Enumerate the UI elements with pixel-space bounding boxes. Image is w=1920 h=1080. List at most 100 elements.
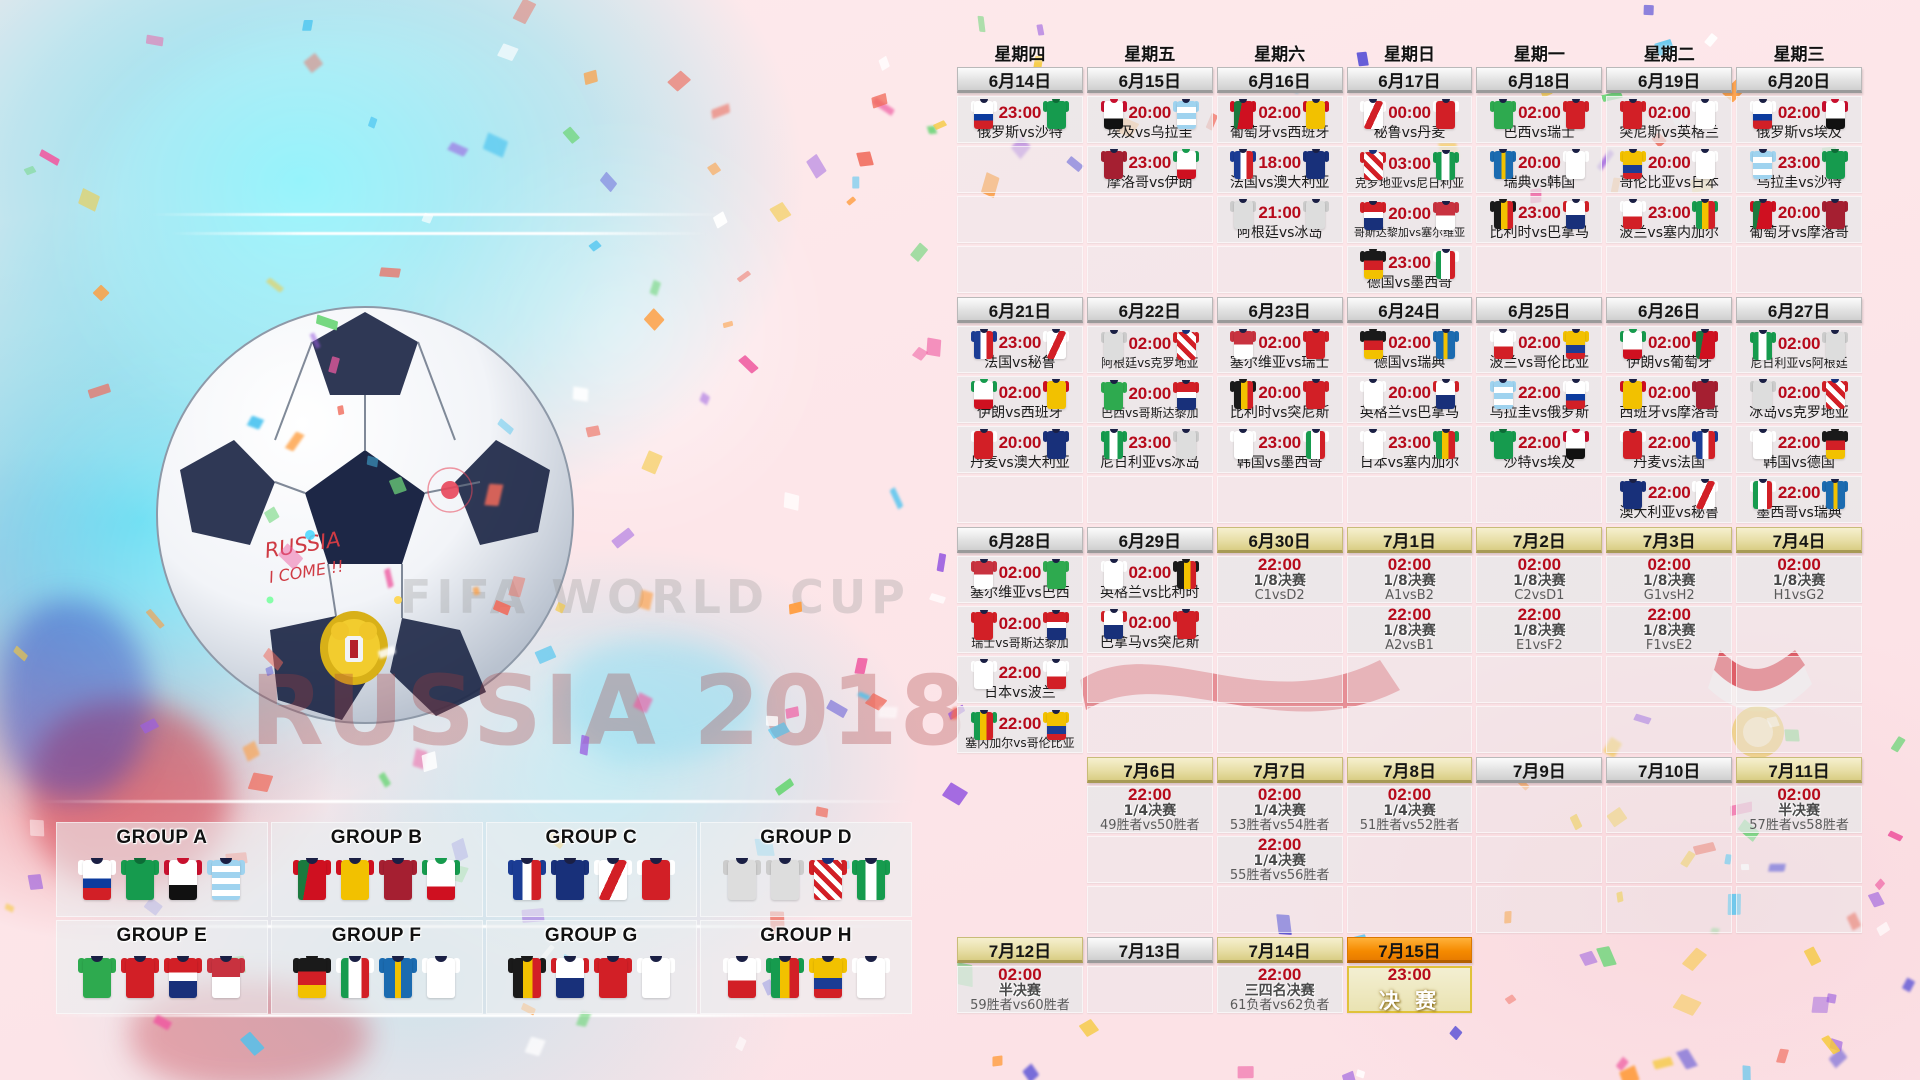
date-header[interactable]: 6月21日 bbox=[957, 297, 1083, 323]
knockout-match-cell[interactable]: 22:00 三四名决赛 61负者vs62负者 bbox=[1216, 965, 1343, 1013]
knockout-match-cell[interactable] bbox=[1086, 966, 1213, 1013]
knockout-match-cell[interactable]: 02:00 1/4决赛 51胜者vs52胜者 bbox=[1346, 785, 1473, 833]
match-cell[interactable]: 02:00 英格兰vs比利时 bbox=[1086, 556, 1213, 603]
match-cell[interactable]: 02:00 瑞士vs哥斯达黎加 bbox=[957, 606, 1083, 653]
match-cell[interactable]: 02:00 冰岛vs克罗地亚 bbox=[1736, 376, 1862, 423]
match-cell[interactable]: 20:00 哥斯达黎加vs塞尔维亚 bbox=[1346, 196, 1473, 243]
date-header[interactable]: 7月11日 bbox=[1736, 757, 1862, 783]
date-header[interactable]: 6月29日 bbox=[1086, 527, 1213, 553]
final-match-cell[interactable]: 23:00 决 赛 bbox=[1346, 965, 1473, 1013]
date-header[interactable]: 7月10日 bbox=[1606, 757, 1733, 783]
match-cell[interactable]: 02:00 西班牙vs摩洛哥 bbox=[1606, 376, 1733, 423]
group-card-group-f[interactable]: GROUP F bbox=[270, 919, 483, 1014]
knockout-match-cell[interactable]: 22:00 1/4决赛 55胜者vs56胜者 bbox=[1216, 835, 1343, 883]
date-header[interactable]: 6月26日 bbox=[1606, 297, 1733, 323]
date-header[interactable]: 6月15日 bbox=[1086, 67, 1213, 93]
match-cell[interactable]: 22:00 墨西哥vs瑞典 bbox=[1736, 476, 1862, 523]
match-cell[interactable]: 23:00 日本vs塞内加尔 bbox=[1346, 426, 1473, 473]
date-header[interactable]: 6月24日 bbox=[1346, 297, 1473, 323]
knockout-match-cell[interactable]: 02:00 1/8决赛 H1vsG2 bbox=[1736, 555, 1862, 603]
date-header[interactable]: 6月27日 bbox=[1736, 297, 1862, 323]
date-header[interactable]: 6月22日 bbox=[1086, 297, 1213, 323]
group-card-group-a[interactable]: GROUP A bbox=[56, 822, 268, 917]
match-cell[interactable]: 03:00 克罗地亚vs尼日利亚 bbox=[1346, 146, 1473, 193]
group-card-group-b[interactable]: GROUP B bbox=[270, 822, 483, 917]
match-cell[interactable]: 23:00 波兰vs塞内加尔 bbox=[1606, 196, 1733, 243]
date-header[interactable]: 6月19日 bbox=[1606, 67, 1733, 93]
date-header[interactable]: 7月12日 bbox=[957, 937, 1083, 963]
date-header[interactable]: 7月15日 bbox=[1346, 937, 1473, 963]
match-cell[interactable]: 21:00 阿根廷vs冰岛 bbox=[1216, 196, 1343, 243]
match-cell[interactable]: 22:00 塞内加尔vs哥伦比亚 bbox=[957, 706, 1083, 753]
date-header[interactable]: 6月30日 bbox=[1216, 527, 1343, 553]
match-cell[interactable]: 02:00 突尼斯vs英格兰 bbox=[1606, 96, 1733, 143]
date-header[interactable]: 7月4日 bbox=[1736, 527, 1862, 553]
match-cell[interactable]: 20:00 巴西vs哥斯达黎加 bbox=[1086, 376, 1213, 423]
knockout-match-cell[interactable]: 02:00 1/8决赛 G1vsH2 bbox=[1606, 555, 1733, 603]
date-header[interactable]: 6月18日 bbox=[1476, 67, 1603, 93]
match-cell[interactable]: 22:00 丹麦vs法国 bbox=[1606, 426, 1733, 473]
date-header[interactable]: 7月7日 bbox=[1216, 757, 1343, 783]
date-header[interactable]: 7月3日 bbox=[1606, 527, 1733, 553]
knockout-match-cell[interactable]: 02:00 半决赛 59胜者vs60胜者 bbox=[957, 965, 1083, 1013]
match-cell[interactable]: 20:00 瑞典vs韩国 bbox=[1476, 146, 1603, 193]
match-cell[interactable]: 22:00 日本vs波兰 bbox=[957, 656, 1083, 703]
match-cell[interactable]: 23:00 德国vs墨西哥 bbox=[1346, 246, 1473, 293]
date-header[interactable]: 6月28日 bbox=[957, 527, 1083, 553]
date-header[interactable]: 6月25日 bbox=[1476, 297, 1603, 323]
match-cell[interactable]: 22:00 澳大利亚vs秘鲁 bbox=[1606, 476, 1733, 523]
match-cell[interactable]: 02:00 葡萄牙vs西班牙 bbox=[1216, 96, 1343, 143]
match-cell[interactable]: 02:00 巴西vs瑞士 bbox=[1476, 96, 1603, 143]
match-cell[interactable]: 02:00 波兰vs哥伦比亚 bbox=[1476, 326, 1603, 373]
knockout-match-cell[interactable]: 22:00 1/8决赛 E1vsF2 bbox=[1476, 605, 1603, 653]
group-card-group-d[interactable]: GROUP D bbox=[700, 822, 912, 917]
date-header[interactable]: 7月14日 bbox=[1216, 937, 1343, 963]
match-cell[interactable]: 20:00 埃及vs乌拉圭 bbox=[1086, 96, 1213, 143]
match-cell[interactable]: 02:00 巴拿马vs突尼斯 bbox=[1086, 606, 1213, 653]
match-cell[interactable]: 02:00 塞尔维亚vs巴西 bbox=[957, 556, 1083, 603]
knockout-match-cell[interactable]: 22:00 1/8决赛 C1vsD2 bbox=[1216, 555, 1343, 603]
date-header[interactable]: 7月13日 bbox=[1086, 937, 1213, 963]
knockout-match-cell[interactable]: 22:00 1/8决赛 F1vsE2 bbox=[1606, 605, 1733, 653]
match-cell[interactable]: 23:00 乌拉圭vs沙特 bbox=[1736, 146, 1862, 193]
match-cell[interactable]: 00:00 秘鲁vs丹麦 bbox=[1346, 96, 1473, 143]
knockout-match-cell[interactable]: 02:00 1/4决赛 53胜者vs54胜者 bbox=[1216, 785, 1343, 833]
match-cell[interactable]: 23:00 摩洛哥vs伊朗 bbox=[1086, 146, 1213, 193]
date-header[interactable]: 6月17日 bbox=[1346, 67, 1473, 93]
date-header[interactable]: 7月1日 bbox=[1346, 527, 1473, 553]
match-cell[interactable]: 02:00 德国vs瑞典 bbox=[1346, 326, 1473, 373]
match-cell[interactable]: 02:00 伊朗vs葡萄牙 bbox=[1606, 326, 1733, 373]
match-cell[interactable]: 20:00 英格兰vs巴拿马 bbox=[1346, 376, 1473, 423]
match-cell[interactable]: 23:00 韩国vs墨西哥 bbox=[1216, 426, 1343, 473]
knockout-match-cell[interactable]: 02:00 半决赛 57胜者vs58胜者 bbox=[1736, 785, 1862, 833]
match-cell[interactable]: 02:00 塞尔维亚vs瑞士 bbox=[1216, 326, 1343, 373]
date-header[interactable]: 7月8日 bbox=[1346, 757, 1473, 783]
match-cell[interactable]: 02:00 俄罗斯vs埃及 bbox=[1736, 96, 1862, 143]
knockout-match-cell[interactable]: 22:00 1/4决赛 49胜者vs50胜者 bbox=[1086, 785, 1213, 833]
date-header[interactable]: 6月14日 bbox=[957, 67, 1083, 93]
match-cell[interactable]: 22:00 乌拉圭vs俄罗斯 bbox=[1476, 376, 1603, 423]
group-card-group-h[interactable]: GROUP H bbox=[700, 919, 912, 1014]
group-card-group-e[interactable]: GROUP E bbox=[56, 919, 268, 1014]
knockout-match-cell[interactable]: 02:00 1/8决赛 A1vsB2 bbox=[1346, 555, 1473, 603]
match-cell[interactable]: 23:00 法国vs秘鲁 bbox=[957, 326, 1083, 373]
match-cell[interactable]: 02:00 阿根廷vs克罗地亚 bbox=[1086, 326, 1213, 373]
match-cell[interactable]: 20:00 葡萄牙vs摩洛哥 bbox=[1736, 196, 1862, 243]
group-card-group-c[interactable]: GROUP C bbox=[485, 822, 698, 917]
match-cell[interactable]: 23:00 比利时vs巴拿马 bbox=[1476, 196, 1603, 243]
match-cell[interactable]: 18:00 法国vs澳大利亚 bbox=[1216, 146, 1343, 193]
knockout-match-cell[interactable]: 02:00 1/8决赛 C2vsD1 bbox=[1476, 555, 1603, 603]
group-card-group-g[interactable]: GROUP G bbox=[485, 919, 698, 1014]
date-header[interactable]: 6月16日 bbox=[1216, 67, 1343, 93]
match-cell[interactable]: 20:00 比利时vs突尼斯 bbox=[1216, 376, 1343, 423]
date-header[interactable]: 7月2日 bbox=[1476, 527, 1603, 553]
match-cell[interactable]: 02:00 伊朗vs西班牙 bbox=[957, 376, 1083, 423]
date-header[interactable]: 7月9日 bbox=[1476, 757, 1603, 783]
match-cell[interactable]: 20:00 丹麦vs澳大利亚 bbox=[957, 426, 1083, 473]
date-header[interactable]: 6月20日 bbox=[1736, 67, 1862, 93]
match-cell[interactable]: 20:00 哥伦比亚vs日本 bbox=[1606, 146, 1733, 193]
match-cell[interactable]: 22:00 沙特vs埃及 bbox=[1476, 426, 1603, 473]
match-cell[interactable]: 23:00 俄罗斯vs沙特 bbox=[957, 96, 1083, 143]
match-cell[interactable]: 02:00 尼日利亚vs阿根廷 bbox=[1736, 326, 1862, 373]
match-cell[interactable]: 23:00 尼日利亚vs冰岛 bbox=[1086, 426, 1213, 473]
